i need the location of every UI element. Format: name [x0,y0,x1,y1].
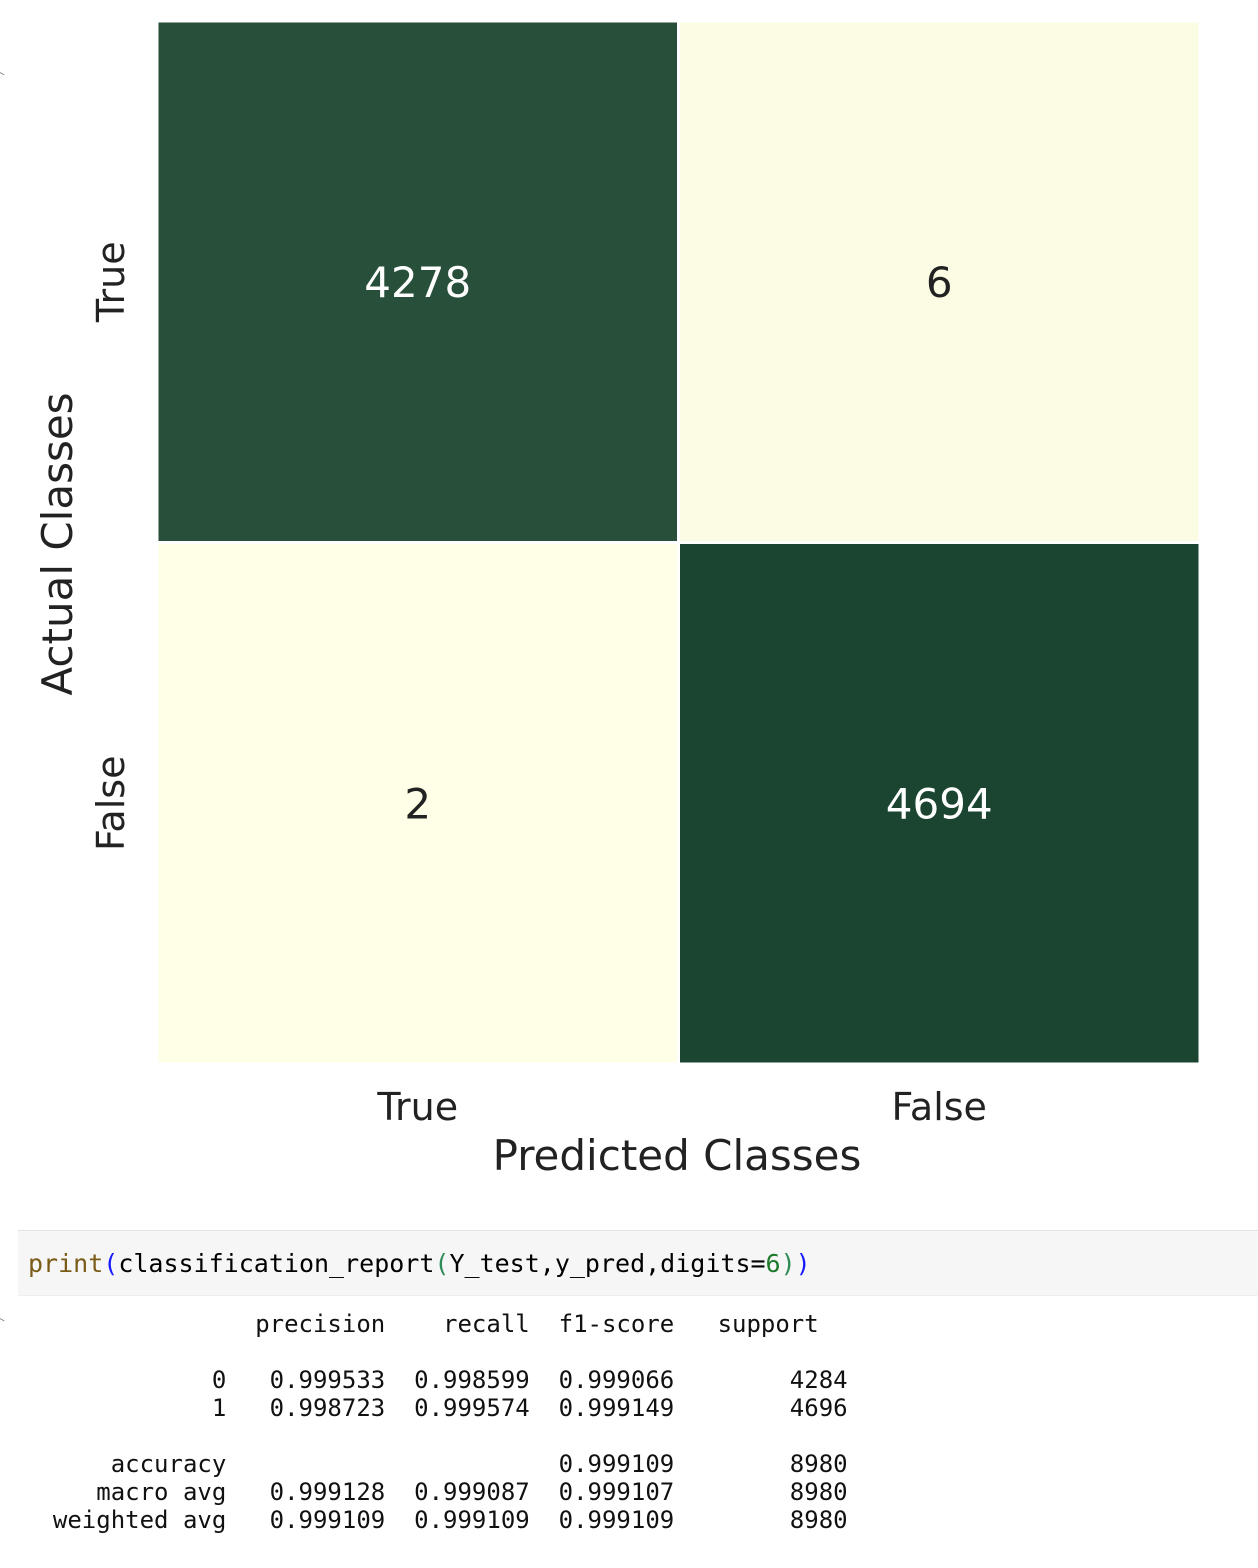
heatmap-value-1-0: 2 [404,779,431,828]
heatmap-cell-1-0 [158,544,677,1063]
heatmap-cell-0-0 [158,22,677,541]
report-summary-row-0: accuracy 0.999109 8980 [24,1450,848,1478]
heatmap-cell-1-1 [680,544,1199,1063]
code-args-token: Y_test,y_pred,digits= [449,1249,766,1278]
heatmap-value-0-1: 6 [926,258,953,307]
report-header: precision recall f1-score support [24,1310,819,1338]
x-tick-label-0: True [376,1085,458,1129]
report-summary-row-1: macro avg 0.999128 0.999087 0.999107 898… [24,1478,848,1506]
confusion-matrix-heatmap: 4278 6 2 4694 True False True False Predicted C… [33,22,1199,1180]
code-paren-open-inner: ( [434,1249,450,1278]
heatmap-value-0-0: 4278 [364,258,471,307]
report-summary-row-2: weighted avg 0.999109 0.999109 0.999109 … [24,1506,848,1534]
y-tick-label-1: False [89,756,133,851]
code-input[interactable]: print(classification_report(Y_test,y_pre… [28,1249,811,1279]
classification-report-output: precision recall f1-score support 0 0.99… [24,1310,848,1534]
y-axis-label: Actual Classes [33,392,82,695]
code-paren-open: ( [103,1249,119,1278]
code-call-token: classification_report [118,1249,435,1278]
code-paren-close: ) [795,1249,811,1278]
x-axis-label: Predicted Classes [493,1131,862,1180]
code-digits-token: 6 [765,1249,781,1278]
code-print-token: print [28,1249,104,1278]
y-tick-label-0: True [89,241,133,323]
code-paren-close-inner: ) [780,1249,796,1278]
code-cell[interactable]: print(classification_report(Y_test,y_pre… [18,1230,1258,1296]
heatmap-cell-0-1 [680,22,1199,541]
report-class-row-1: 1 0.998723 0.999574 0.999149 4696 [24,1394,848,1422]
report-class-row-0: 0 0.999533 0.998599 0.999066 4284 [24,1366,848,1394]
output-collapse-marker[interactable] [0,1318,6,1324]
heatmap-value-1-1: 4694 [886,779,993,828]
x-tick-label-1: False [892,1085,987,1129]
